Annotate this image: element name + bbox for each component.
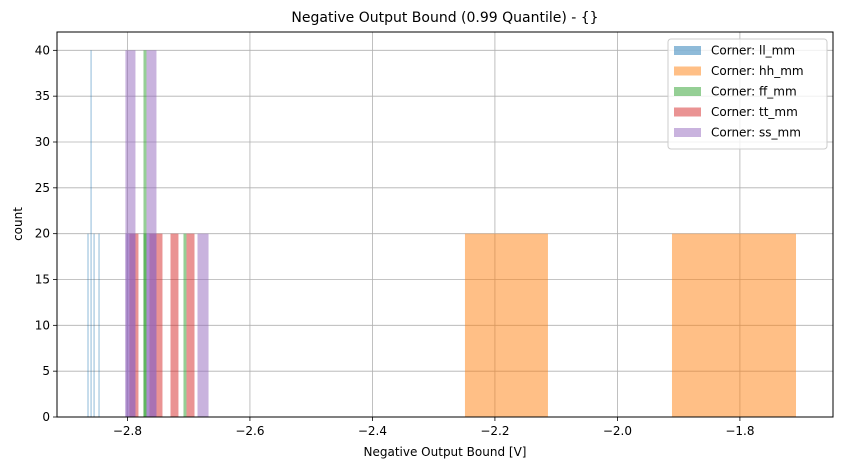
legend-swatch — [674, 107, 701, 117]
x-tick-label: −2.4 — [358, 424, 387, 438]
legend-label: Corner: ss_mm — [711, 126, 801, 140]
histogram-bar — [464, 233, 548, 417]
histogram-bar — [671, 233, 797, 417]
histogram-bar — [183, 233, 187, 417]
histogram-bar — [93, 233, 95, 417]
histogram-bar — [197, 233, 209, 417]
y-tick-label: 10 — [35, 318, 50, 332]
legend-swatch — [674, 46, 701, 55]
histogram-bar — [125, 50, 136, 417]
x-axis-label: Negative Output Bound [V] — [364, 445, 527, 459]
series-corner-ff-mm — [143, 50, 187, 417]
x-tick-label: −2.0 — [603, 424, 632, 438]
legend-swatch — [674, 66, 701, 76]
legend-label: Corner: hh_mm — [711, 64, 804, 78]
legend-box — [667, 38, 828, 150]
histogram-bar — [98, 233, 100, 417]
series-corner-ss-mm — [125, 50, 209, 417]
histogram-bar — [143, 233, 147, 417]
series-corner-hh-mm — [464, 233, 797, 417]
histogram-bar — [146, 233, 157, 417]
histogram-bar — [90, 50, 92, 417]
histogram-bar — [146, 50, 157, 417]
legend-label: Corner: tt_mm — [711, 105, 798, 119]
legend-label: Corner: ll_mm — [711, 44, 795, 58]
legend-swatch — [674, 87, 701, 96]
y-axis-label: count — [11, 207, 25, 241]
y-tick-label: 20 — [35, 227, 50, 241]
y-tick-label: 0 — [42, 410, 50, 424]
legend: Corner: ll_mm Corner: hh_mm Corner: ff_mm C… — [667, 38, 828, 150]
histogram-bar — [186, 233, 195, 417]
plot-frame — [56, 31, 834, 418]
y-tick-label: 25 — [35, 181, 50, 195]
y-axis-ticks: 0 5 10 15 20 25 30 35 40 — [35, 43, 57, 424]
x-tick-label: −2.6 — [235, 424, 264, 438]
histogram-bar — [143, 50, 147, 417]
y-tick-label: 30 — [35, 135, 50, 149]
chart-title: Negative Output Bound (0.99 Quantile) - … — [291, 10, 598, 26]
histogram-bar — [87, 233, 89, 417]
y-tick-label: 15 — [35, 273, 50, 287]
histogram-bars — [87, 50, 797, 417]
x-tick-label: −2.8 — [113, 424, 142, 438]
histogram-bar — [125, 233, 136, 417]
series-corner-ll-mm — [87, 50, 100, 417]
histogram-bar — [170, 233, 179, 417]
legend-swatch — [674, 128, 701, 137]
x-tick-label: −2.2 — [480, 424, 509, 438]
x-axis-ticks: −2.8 −2.6 −2.4 −2.2 −2.0 −1.8 — [113, 417, 754, 438]
y-tick-label: 40 — [35, 43, 50, 57]
y-tick-label: 35 — [35, 89, 50, 103]
legend-label: Corner: ff_mm — [711, 85, 797, 99]
y-tick-label: 5 — [42, 364, 50, 378]
x-tick-label: −1.8 — [725, 424, 754, 438]
